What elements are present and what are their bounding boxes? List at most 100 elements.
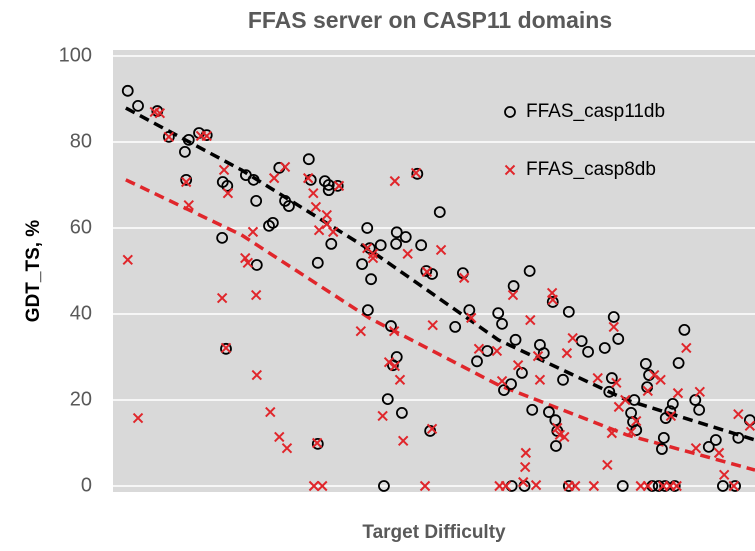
data-point <box>402 248 413 260</box>
data-point <box>563 480 575 492</box>
data-point <box>251 369 263 381</box>
data-point <box>421 266 433 278</box>
data-point <box>162 130 175 143</box>
data-point <box>378 480 390 492</box>
data-point <box>389 175 401 187</box>
data-point <box>250 259 263 271</box>
data-point <box>283 200 295 212</box>
data-point <box>377 410 388 422</box>
data-point <box>311 256 324 269</box>
data-point <box>355 325 367 337</box>
data-point <box>222 187 234 199</box>
data-point <box>268 172 280 184</box>
data-point <box>648 369 660 381</box>
plot-area <box>113 50 755 492</box>
data-point <box>605 372 618 384</box>
data-point <box>672 387 684 399</box>
trendline <box>125 106 755 442</box>
data-point <box>317 480 328 492</box>
data-point <box>588 480 600 492</box>
legend-marker <box>504 106 516 118</box>
data-point <box>420 265 433 277</box>
data-point <box>308 187 319 199</box>
y-tick-label: 80 <box>70 130 92 152</box>
data-point <box>728 480 740 492</box>
data-point <box>709 434 722 446</box>
data-point <box>681 342 692 354</box>
data-point <box>389 360 401 372</box>
data-point <box>163 131 175 143</box>
data-point <box>690 442 702 454</box>
data-point <box>265 406 276 418</box>
data-point <box>537 347 550 360</box>
data-point <box>519 461 531 473</box>
data-point <box>718 469 730 481</box>
data-point <box>216 292 228 304</box>
data-point <box>693 403 706 416</box>
data-point <box>672 357 685 369</box>
data-point <box>520 447 532 459</box>
data-point <box>302 172 314 184</box>
data-point <box>518 476 529 488</box>
y-tick-label: 40 <box>70 302 92 324</box>
data-point <box>547 294 558 306</box>
data-point <box>274 431 285 443</box>
data-point <box>713 447 725 459</box>
data-point <box>659 412 672 424</box>
data-point <box>620 394 631 406</box>
data-point <box>419 480 431 492</box>
data-point <box>308 480 320 492</box>
data-point <box>628 394 641 406</box>
data-point <box>388 325 400 337</box>
data-point <box>717 480 729 492</box>
x-axis-label: Target Difficulty <box>362 522 506 543</box>
data-point <box>491 345 503 357</box>
data-point <box>526 403 539 416</box>
data-point <box>655 374 666 385</box>
data-point <box>426 423 438 435</box>
data-point <box>603 385 616 398</box>
data-point <box>356 258 368 271</box>
data-point <box>732 431 745 444</box>
data-point <box>507 280 520 292</box>
data-point <box>394 374 406 385</box>
data-point <box>381 393 394 406</box>
data-point <box>433 206 446 218</box>
data-point <box>427 319 438 331</box>
data-point <box>543 406 555 418</box>
data-point <box>247 173 260 186</box>
data-point <box>729 480 741 492</box>
data-point <box>313 224 325 236</box>
data-point <box>374 239 387 252</box>
data-point <box>325 238 338 250</box>
data-point <box>744 420 755 432</box>
chart-title: FFAS server on CASP11 domains <box>248 7 612 33</box>
data-point <box>561 347 573 359</box>
data-point <box>367 248 379 260</box>
data-point <box>311 437 324 450</box>
data-point <box>694 386 705 398</box>
data-point <box>183 200 194 211</box>
data-point <box>242 257 254 269</box>
data-point <box>498 384 510 397</box>
data-point <box>492 307 505 320</box>
data-point <box>598 342 611 354</box>
data-point <box>546 296 559 308</box>
data-point <box>390 351 403 363</box>
data-point <box>385 320 397 332</box>
data-point <box>525 314 536 326</box>
data-point <box>279 161 291 173</box>
data-point <box>656 443 668 455</box>
data-point <box>523 265 536 277</box>
data-point <box>333 180 345 192</box>
data-point <box>390 238 403 250</box>
data-point <box>552 422 563 434</box>
data-point <box>318 175 331 188</box>
data-point <box>611 377 622 389</box>
data-point <box>365 273 377 286</box>
data-point <box>220 342 232 355</box>
data-point <box>630 424 643 437</box>
trendline <box>125 178 755 472</box>
data-point <box>671 480 682 492</box>
data-point <box>642 480 653 492</box>
